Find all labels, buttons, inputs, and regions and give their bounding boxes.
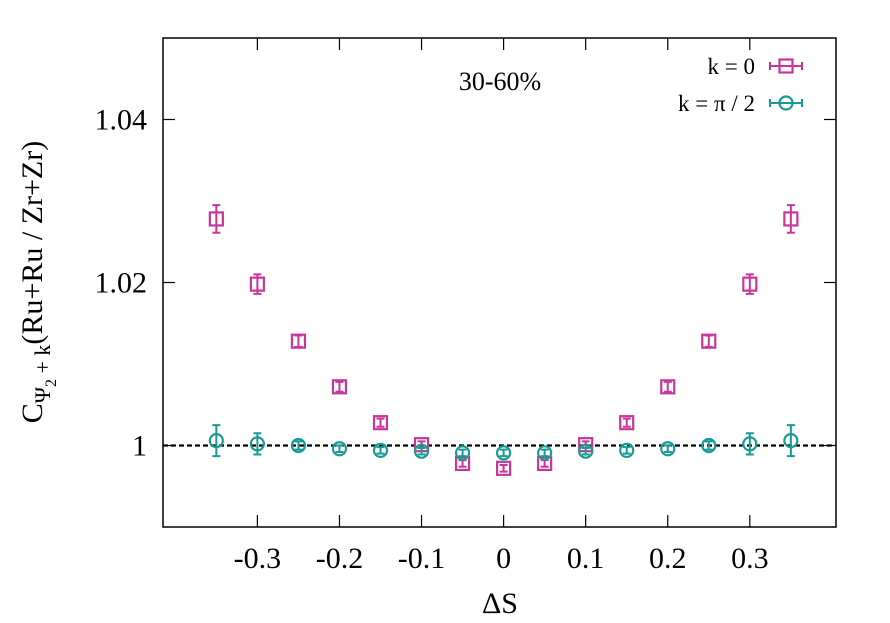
x-tick-label: -0.2 <box>316 542 364 575</box>
error-bar <box>458 448 467 458</box>
marker <box>783 433 799 449</box>
marker <box>701 333 717 349</box>
error-bar <box>376 446 385 455</box>
marker <box>496 460 512 476</box>
marker <box>660 441 676 457</box>
marker <box>208 211 224 227</box>
error-bar <box>540 459 549 468</box>
y-label-main: C <box>16 403 49 423</box>
error-bar <box>294 440 303 451</box>
error-bar <box>786 424 795 458</box>
marker <box>372 415 389 431</box>
marker <box>331 379 348 395</box>
legend-label: k = π / 2 <box>678 91 755 116</box>
error-bar <box>540 448 549 458</box>
y-tick-label: 1.04 <box>95 104 148 137</box>
marker <box>701 437 717 454</box>
error-bar <box>212 424 221 458</box>
x-axis-label: ΔS <box>482 587 518 620</box>
error-bar <box>294 334 303 348</box>
marker <box>578 443 594 459</box>
marker <box>249 276 265 292</box>
error-bar <box>581 446 590 456</box>
marker <box>208 433 224 449</box>
error-bar <box>786 204 795 234</box>
error-bar <box>704 334 713 348</box>
y-tick-label: 1 <box>132 430 147 463</box>
error-bar <box>212 204 221 234</box>
marker <box>331 441 348 457</box>
x-tick-label: 0.1 <box>567 542 605 575</box>
y-axis-label: CΨ2 + k(Ru+Ru / Zr+Zr) <box>16 141 60 423</box>
marker <box>660 379 676 395</box>
error-bar <box>417 446 426 456</box>
error-bar <box>458 459 467 468</box>
x-tick-label: 0 <box>496 542 511 575</box>
x-tick-label: -0.1 <box>398 542 446 575</box>
y-label-sub: Ψ <box>30 386 55 403</box>
marker <box>778 58 794 74</box>
error-bar <box>663 444 672 454</box>
annotation: 30-60% <box>459 67 541 96</box>
marker <box>454 445 471 461</box>
marker <box>619 442 635 458</box>
y-label-rest: (Ru+Ru / Zr+Zr) <box>16 141 49 345</box>
marker <box>742 276 758 292</box>
y-label-subsub: 2 <box>43 379 60 387</box>
error-bar <box>335 444 344 454</box>
error-bar <box>622 446 631 455</box>
marker <box>778 95 794 111</box>
x-tick-label: 0.2 <box>649 542 687 575</box>
y-tick-label: 1.02 <box>95 267 148 300</box>
error-bar <box>704 440 713 451</box>
legend-label: k = 0 <box>708 54 755 79</box>
marker <box>619 415 635 431</box>
legend-error-bar <box>769 99 803 107</box>
marker <box>249 436 265 452</box>
marker <box>290 333 307 349</box>
marker <box>372 442 389 458</box>
marker <box>290 437 307 454</box>
x-tick-label: 0.3 <box>731 542 769 575</box>
marker <box>783 211 799 227</box>
error-bar <box>499 464 508 473</box>
marker <box>413 443 430 459</box>
marker <box>742 436 758 452</box>
y-label-sub-rest: + k <box>30 345 55 379</box>
marker <box>496 445 512 461</box>
x-tick-label: -0.3 <box>234 542 282 575</box>
marker <box>537 445 553 461</box>
error-bar <box>376 417 385 428</box>
error-bar <box>622 417 631 428</box>
error-bar <box>663 380 672 393</box>
legend-error-bar <box>769 62 803 70</box>
error-bar <box>335 380 344 393</box>
error-bar <box>499 448 508 458</box>
